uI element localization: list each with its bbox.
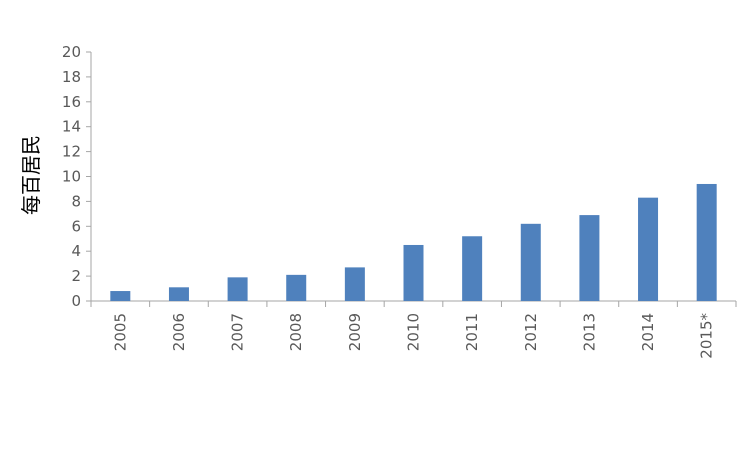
bar-2006 bbox=[168, 287, 189, 301]
bar-2013 bbox=[579, 215, 600, 301]
bar-2009 bbox=[344, 267, 365, 301]
bar-2012 bbox=[520, 223, 541, 301]
x-tick-label: 2010 bbox=[405, 313, 423, 351]
y-tick-label: 18 bbox=[62, 68, 81, 86]
y-tick-label: 8 bbox=[71, 192, 81, 210]
y-axis-title: 每百居民 bbox=[19, 135, 43, 215]
y-tick-label: 2 bbox=[71, 267, 81, 285]
bar-2011 bbox=[462, 236, 483, 301]
bar-2005 bbox=[110, 291, 131, 301]
x-tick-label: 2007 bbox=[229, 313, 247, 351]
y-tick-label: 12 bbox=[62, 143, 81, 161]
bar-2014 bbox=[638, 197, 659, 301]
x-tick-label: 2015* bbox=[698, 313, 716, 359]
x-tick-label: 2014 bbox=[639, 313, 657, 351]
x-tick-label: 2011 bbox=[463, 313, 481, 351]
bar-2008 bbox=[286, 274, 307, 301]
y-tick-label: 20 bbox=[62, 43, 81, 61]
y-tick-label: 16 bbox=[62, 93, 81, 111]
x-tick-label: 2006 bbox=[170, 313, 188, 351]
x-tick-label: 2013 bbox=[580, 313, 598, 351]
y-tick-label: 14 bbox=[62, 118, 81, 136]
y-tick-label: 4 bbox=[71, 242, 81, 260]
axes bbox=[86, 51, 737, 307]
bar-2010 bbox=[403, 244, 424, 301]
x-tick-label: 2008 bbox=[287, 313, 305, 351]
y-tick-label: 0 bbox=[71, 292, 81, 310]
bar-2015 bbox=[696, 183, 717, 301]
bars bbox=[110, 183, 717, 301]
x-tick-labels: 2005 2006 2007 2008 2009 2010 2011 2012 2013 2014… bbox=[111, 313, 715, 359]
x-tick-label: 2009 bbox=[346, 313, 364, 351]
y-tick-label: 10 bbox=[62, 168, 81, 186]
y-tick-label: 6 bbox=[71, 217, 81, 235]
x-tick-label: 2005 bbox=[111, 313, 129, 351]
y-tick-labels: 0 2 4 6 8 10 12 14 16 18 20 bbox=[62, 43, 81, 310]
x-tick-label: 2012 bbox=[522, 313, 540, 351]
bar-2007 bbox=[227, 277, 248, 301]
